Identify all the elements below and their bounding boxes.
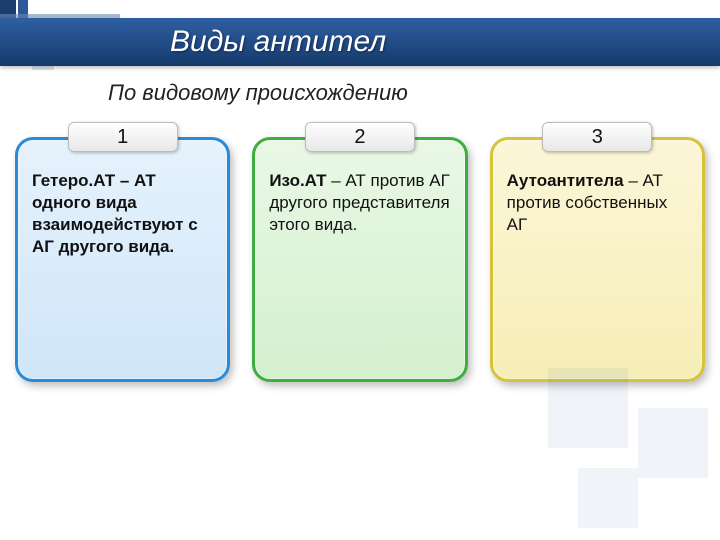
card-1: Гетеро.АТ – АТ одного вида взаимодейству… (15, 137, 230, 382)
cards-row: 1 Гетеро.АТ – АТ одного вида взаимодейст… (15, 122, 705, 382)
card-2-wrap: 2 Изо.АТ – АТ против АГ другого представ… (252, 122, 467, 382)
card-1-number: 1 (68, 122, 178, 152)
card-3: Аутоантитела – АТ против собственных АГ (490, 137, 705, 382)
background-decoration (548, 368, 718, 538)
subtitle: По видовому происхождению (108, 80, 408, 106)
card-2-number: 2 (305, 122, 415, 152)
title-bar: Виды антител (0, 18, 720, 66)
card-3-content: Аутоантитела – АТ против собственных АГ (507, 170, 688, 236)
card-1-content: Гетеро.АТ – АТ одного вида взаимодейству… (32, 170, 213, 258)
card-3-term: Аутоантитела (507, 171, 624, 190)
card-1-term: Гетеро.АТ (32, 171, 115, 190)
card-2: Изо.АТ – АТ против АГ другого представит… (252, 137, 467, 382)
card-2-content: Изо.АТ – АТ против АГ другого представит… (269, 170, 450, 236)
card-3-number: 3 (542, 122, 652, 152)
card-2-term: Изо.АТ (269, 171, 326, 190)
page-title: Виды антител (170, 25, 386, 59)
card-1-wrap: 1 Гетеро.АТ – АТ одного вида взаимодейст… (15, 122, 230, 382)
card-3-wrap: 3 Аутоантитела – АТ против собственных А… (490, 122, 705, 382)
